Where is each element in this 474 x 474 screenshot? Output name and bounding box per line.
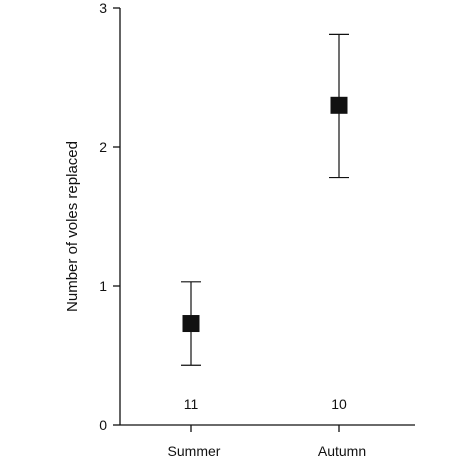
y-tick-label-2: 2 [99, 139, 107, 155]
y-axis-label: Number of voles replaced [64, 141, 81, 312]
data-points [182, 96, 348, 333]
y-ticks: 0 1 2 3 [99, 0, 120, 433]
x-ticks: Summer Autumn [168, 425, 366, 459]
y-tick-label-3: 3 [99, 0, 107, 16]
axes [119, 8, 415, 426]
x-tick-label-summer: Summer [168, 443, 221, 459]
data-point-summer [182, 315, 200, 333]
data-point-autumn [330, 96, 348, 114]
sample-size-label-autumn: 10 [331, 396, 347, 412]
y-tick-label-0: 0 [99, 417, 107, 433]
error-bars [181, 33, 349, 366]
x-tick-label-autumn: Autumn [318, 443, 366, 459]
y-tick-label-1: 1 [99, 278, 107, 294]
sample-size-label-summer: 11 [184, 396, 199, 412]
sample-size-labels: 11 10 [184, 396, 347, 412]
